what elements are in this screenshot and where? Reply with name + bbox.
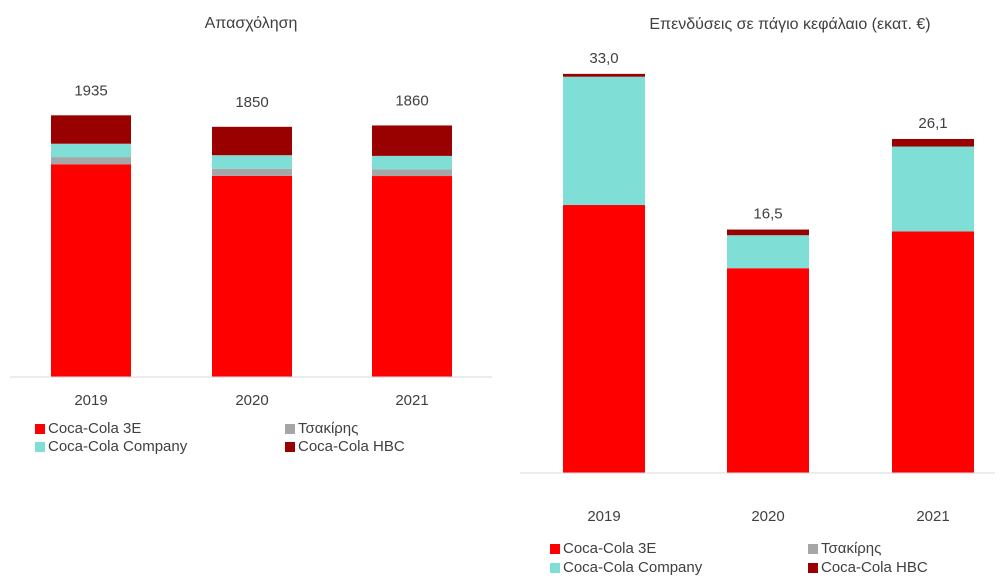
- bar-segment: [892, 138, 974, 147]
- bar-segment: [727, 235, 809, 269]
- bar-segment: [372, 169, 452, 177]
- bar-segment: [372, 125, 452, 156]
- bar-segment: [51, 115, 131, 144]
- total-label: 1935: [74, 82, 107, 99]
- bar-segment: [372, 155, 452, 170]
- legend-swatch: [808, 563, 818, 573]
- bar-segment: [51, 143, 131, 158]
- total-label: 26,1: [918, 115, 947, 132]
- total-label: 1860: [395, 92, 428, 109]
- x-tick-label: 2020: [235, 392, 268, 409]
- bar-segment: [212, 155, 292, 169]
- legend-swatch: [808, 544, 818, 554]
- legend-label: Τσακίρης: [298, 420, 358, 437]
- legend-label: Coca-Cola Company: [563, 559, 703, 576]
- x-tick-label: 2019: [74, 392, 107, 409]
- bar-segment: [727, 268, 809, 473]
- bar-segment: [212, 168, 292, 176]
- total-label: 1850: [235, 94, 268, 111]
- legend-swatch: [285, 424, 295, 434]
- bar-segment: [212, 126, 292, 156]
- legend-label: Coca-Cola HBC: [298, 438, 405, 455]
- total-label: 16,5: [753, 206, 782, 223]
- bar-segment: [563, 73, 645, 77]
- total-label: 33,0: [589, 50, 618, 67]
- x-tick-label: 2021: [916, 508, 949, 525]
- legend-swatch: [550, 563, 560, 573]
- chart-title: Απασχόληση: [205, 15, 298, 32]
- legend-label: Coca-Cola 3E: [48, 420, 141, 437]
- x-tick-label: 2020: [751, 508, 784, 525]
- x-tick-label: 2021: [395, 392, 428, 409]
- bar-segment: [51, 164, 131, 377]
- legend-swatch: [550, 544, 560, 554]
- bar-segment: [51, 157, 131, 165]
- bar-segment: [372, 176, 452, 377]
- bar-segment: [892, 231, 974, 473]
- bar-segment: [727, 229, 809, 236]
- chart-title: Επενδύσεις σε πάγιο κεφάλαιο (εκατ. €): [649, 16, 930, 33]
- bar-segment: [892, 146, 974, 232]
- legend-swatch: [35, 442, 45, 452]
- legend-label: Coca-Cola 3E: [563, 540, 656, 557]
- legend-swatch: [285, 442, 295, 452]
- legend-label: Coca-Cola HBC: [821, 559, 928, 576]
- legend-label: Coca-Cola Company: [48, 438, 188, 455]
- legend-swatch: [35, 424, 45, 434]
- bar-segment: [212, 175, 292, 377]
- legend-label: Τσακίρης: [821, 540, 881, 557]
- bar-segment: [563, 76, 645, 206]
- x-tick-label: 2019: [587, 508, 620, 525]
- bar-segment: [563, 205, 645, 473]
